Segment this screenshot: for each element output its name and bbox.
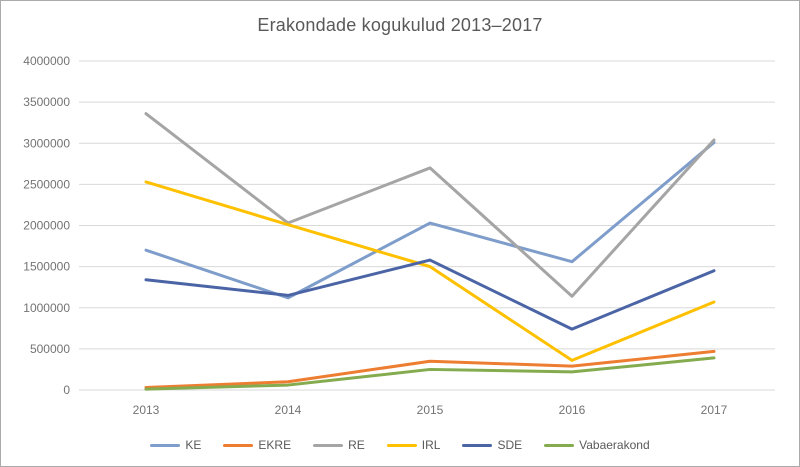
legend-label: EKRE [258,438,292,452]
x-tick-label: 2015 [417,403,444,417]
chart-title: Erakondade kogukulud 2013–2017 [257,15,543,35]
y-tick-label: 1500000 [23,260,70,274]
legend-swatch-icon [150,443,181,447]
legend-label: SDE [497,438,523,452]
y-tick-label: 3500000 [23,95,70,109]
legend-item-re: RE [313,438,365,452]
series-line-irl [144,180,716,362]
legend-item-irl: IRL [386,438,441,452]
legend-label: KE [185,438,202,452]
legend-swatch-icon [386,443,417,447]
y-tick-label: 0 [63,383,70,397]
y-tick-label: 500000 [30,342,70,356]
series-line-ke [144,140,716,300]
y-tick-label: 2000000 [23,219,70,233]
legend-item-sde: SDE [462,438,522,452]
x-tick-label: 2013 [133,403,160,417]
legend-label: RE [348,438,365,452]
series-line-vabaerakond [144,356,716,391]
x-tick-label: 2016 [559,403,586,417]
series-line-re [144,112,716,298]
legend-swatch-icon [462,443,493,447]
chart-legend: KE EKRE RE IRL SDE Vabaerakond [1,438,799,452]
legend-swatch-icon [313,443,344,447]
legend-item-ke: KE [150,438,201,452]
legend-swatch-icon [544,443,575,447]
legend-item-ekre: EKRE [223,438,291,452]
x-tick-label: 2014 [275,403,302,417]
legend-label: IRL [421,438,441,452]
y-tick-label: 2500000 [23,177,70,191]
y-tick-label: 4000000 [23,54,70,68]
legend-label: Vabaerakond [579,438,650,452]
y-tick-label: 1000000 [23,301,70,315]
legend-swatch-icon [223,443,254,447]
series-line-sde [144,258,716,331]
legend-item-vabaerakond: Vabaerakond [544,438,650,452]
x-tick-label: 2017 [701,403,728,417]
y-tick-label: 3000000 [23,136,70,150]
series-line-ekre [144,349,716,390]
